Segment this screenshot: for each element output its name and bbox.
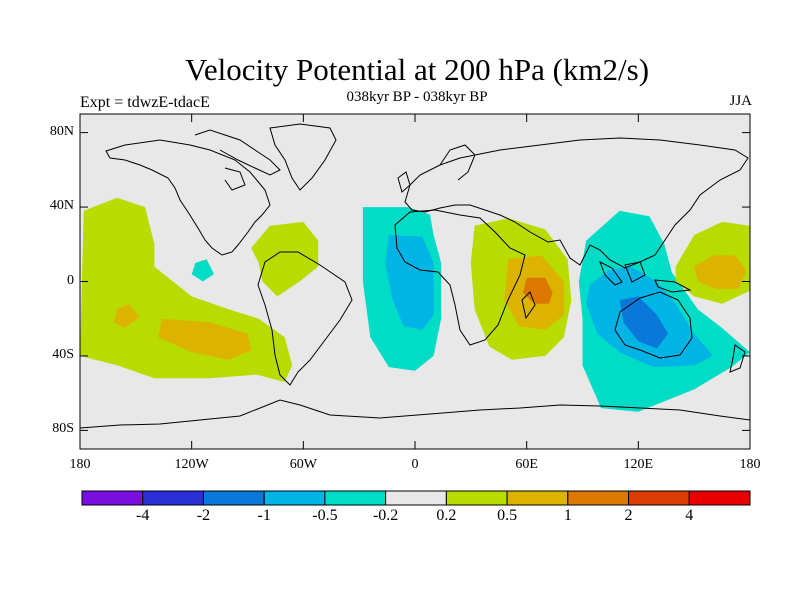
coastlines <box>80 123 750 429</box>
colorbar-label-7: 1 <box>563 507 572 524</box>
lon-tick-label-1: 120W <box>174 457 209 472</box>
colorbar-swatch-8 <box>567 490 630 506</box>
colorbar-label-5: 0.2 <box>436 507 457 524</box>
coast-south-america <box>257 251 353 386</box>
coast-new-zealand <box>729 344 746 373</box>
lon-tick-label-5: 120E <box>623 457 654 472</box>
coast-scandinavia <box>439 144 476 181</box>
colorbar-swatch-7 <box>506 490 569 506</box>
lon-tick-label-6: 180 <box>739 457 761 472</box>
field-region-9 <box>522 277 553 304</box>
map-title: Velocity Potential at 200 hPa (km2/s) <box>184 52 650 87</box>
field-region-4 <box>191 259 214 282</box>
field-region-1 <box>113 303 140 328</box>
field-region-6 <box>385 235 434 330</box>
coast-hudson <box>224 167 246 191</box>
coast-africa <box>394 209 526 346</box>
colorbar-label-1: -2 <box>196 507 211 524</box>
lat-tick-label-0: 80N <box>49 123 74 139</box>
lon-tick-label-0: 180 <box>69 457 91 472</box>
colorbar-swatch-5 <box>385 490 447 506</box>
season-label: JJA <box>729 93 752 109</box>
field-region-2 <box>158 318 252 360</box>
colorbar <box>81 490 751 506</box>
axis-ticks <box>79 114 751 449</box>
field-region-12 <box>619 296 669 349</box>
colorbar-label-6: 0.5 <box>497 507 518 524</box>
coast-new-guinea <box>654 279 692 293</box>
lat-tick-label-4: 80S <box>52 421 74 437</box>
colorbar-label-9: 4 <box>685 507 694 524</box>
lon-tick-label-4: 60E <box>515 457 538 472</box>
colorbar-swatch-0 <box>81 490 144 506</box>
colorbar-swatch-10 <box>688 490 751 506</box>
coast-arctic-islands <box>194 129 281 176</box>
colorbar-label-4: -0.2 <box>372 507 399 524</box>
coast-madagascar <box>521 291 536 320</box>
coast-eurasia <box>404 137 749 269</box>
coast-borneo <box>624 261 646 283</box>
colorbar-label-8: 2 <box>624 507 633 524</box>
colorbar-swatch-4 <box>324 490 387 506</box>
colorbar-label-2: -1 <box>257 507 271 524</box>
colorbar-swatch-1 <box>142 490 204 506</box>
field-region-14 <box>694 255 747 289</box>
coast-sumatra <box>599 260 623 286</box>
colorbar-label-0: -4 <box>136 507 150 524</box>
field-regions <box>80 197 750 412</box>
lon-tick-label-3: 0 <box>411 457 419 472</box>
experiment-label: Expt = tdwzE-tdacE <box>80 94 210 111</box>
colorbar-swatch-9 <box>628 490 690 506</box>
colorbar-swatch-6 <box>445 490 508 506</box>
colorbar-swatch-3 <box>263 490 326 506</box>
lat-tick-label-1: 40N <box>49 198 74 214</box>
coast-antarctica <box>80 399 750 429</box>
period-label: 038kyr BP - 038kyr BP <box>346 89 488 105</box>
colorbar-label-3: -0.5 <box>312 507 338 524</box>
coast-australia <box>614 291 693 359</box>
coast-greenland <box>269 123 337 191</box>
lat-tick-label-2: 0 <box>67 272 74 288</box>
coast-north-america <box>105 139 271 256</box>
coast-british-isles <box>397 171 411 193</box>
lon-tick-label-2: 60W <box>289 457 317 472</box>
lat-tick-label-3: 40S <box>52 346 74 362</box>
field-region-3 <box>251 221 319 297</box>
colorbar-swatch-2 <box>202 490 265 506</box>
